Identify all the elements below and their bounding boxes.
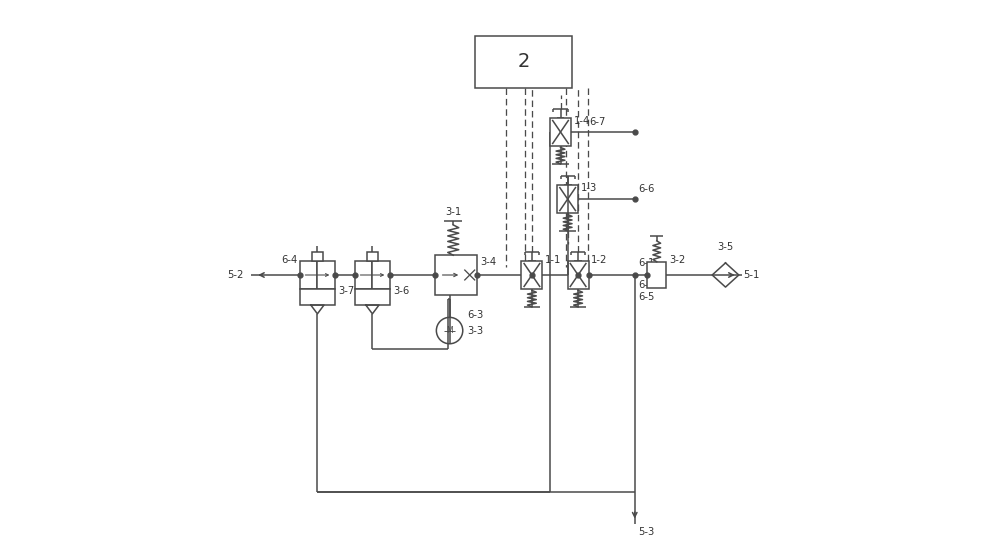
Text: 3-3: 3-3 bbox=[467, 326, 483, 336]
Text: 3-2: 3-2 bbox=[670, 255, 686, 265]
Bar bbox=[521, 261, 542, 289]
Bar bbox=[435, 255, 477, 295]
Text: 6-1: 6-1 bbox=[638, 258, 654, 268]
Text: M: M bbox=[446, 326, 453, 335]
Bar bbox=[312, 252, 323, 261]
Text: 5-2: 5-2 bbox=[227, 270, 244, 280]
Text: 6-2: 6-2 bbox=[638, 280, 654, 290]
Bar bbox=[367, 252, 378, 261]
Text: 2: 2 bbox=[517, 52, 530, 72]
Text: 3-5: 3-5 bbox=[717, 243, 734, 252]
Text: 6-5: 6-5 bbox=[638, 292, 654, 302]
Text: 3-1: 3-1 bbox=[445, 207, 461, 217]
Text: 5-1: 5-1 bbox=[743, 270, 760, 280]
Bar bbox=[475, 36, 572, 88]
Text: 1-2: 1-2 bbox=[591, 255, 608, 265]
Text: 6-4: 6-4 bbox=[281, 255, 297, 265]
Text: 3-7: 3-7 bbox=[338, 287, 355, 296]
Text: 5-3: 5-3 bbox=[638, 527, 654, 537]
Bar bbox=[300, 289, 335, 305]
Bar bbox=[647, 262, 666, 288]
Bar bbox=[550, 118, 571, 146]
Bar bbox=[568, 261, 589, 289]
Bar bbox=[355, 261, 372, 289]
Text: 1-4: 1-4 bbox=[574, 116, 590, 126]
Text: 6-3: 6-3 bbox=[467, 310, 483, 320]
Bar bbox=[300, 261, 317, 289]
Bar bbox=[317, 261, 335, 289]
Bar bbox=[372, 261, 390, 289]
Bar bbox=[355, 289, 390, 305]
Text: 3-4: 3-4 bbox=[481, 257, 497, 267]
Text: 6-6: 6-6 bbox=[638, 184, 654, 194]
Text: 1-1: 1-1 bbox=[545, 255, 561, 265]
Text: 6-7: 6-7 bbox=[590, 117, 606, 127]
Text: 1-3: 1-3 bbox=[581, 183, 597, 193]
Bar bbox=[557, 185, 578, 213]
Text: 3-6: 3-6 bbox=[393, 287, 410, 296]
